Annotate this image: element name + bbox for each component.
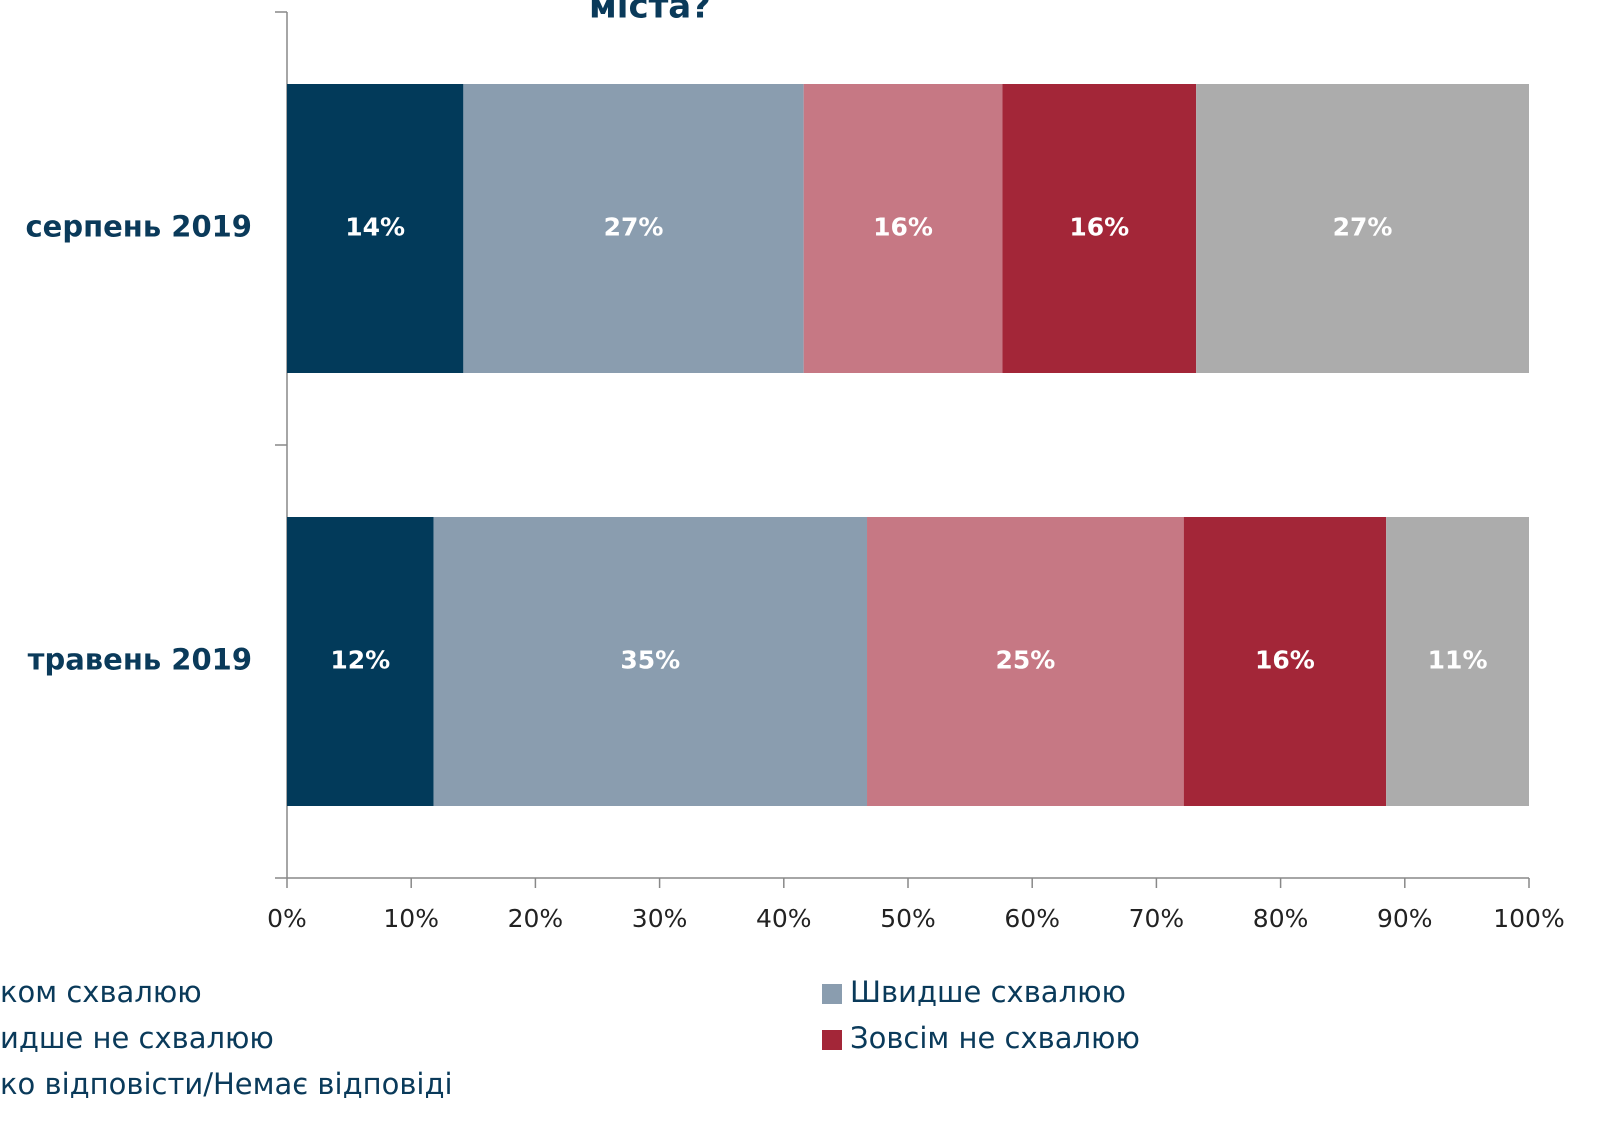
bar-segment: [463, 84, 804, 373]
value-label: 27%: [1333, 213, 1393, 242]
x-tick-label: 50%: [880, 904, 936, 933]
legend-label: Зовсім не схвалюю: [850, 1021, 1140, 1055]
category-label: травень 2019: [28, 643, 252, 677]
legend-label: ком схвалюю: [0, 975, 202, 1009]
x-tick-label: 30%: [632, 904, 688, 933]
value-label: 12%: [330, 646, 390, 675]
value-label: 25%: [995, 646, 1055, 675]
value-label: 27%: [604, 213, 664, 242]
x-tick-label: 70%: [1129, 904, 1185, 933]
bar-segment: [1386, 517, 1529, 806]
x-tick-label: 10%: [383, 904, 439, 933]
x-tick-label: 80%: [1253, 904, 1309, 933]
legend-swatch: [822, 984, 842, 1004]
bar-segment: [1002, 84, 1197, 373]
bar-segment: [867, 517, 1184, 806]
bar-segment: [1196, 84, 1529, 373]
legend-label: ко відповісти/Немає відповіді: [0, 1067, 453, 1101]
value-label: 16%: [1255, 646, 1315, 675]
bar-segment: [1183, 517, 1387, 806]
bar-segment: [287, 517, 434, 806]
legend-swatch: [822, 1030, 842, 1050]
x-tick-label: 20%: [508, 904, 564, 933]
bar-segment: [287, 84, 464, 373]
value-label: 11%: [1428, 646, 1488, 675]
x-tick-label: 100%: [1493, 904, 1564, 933]
bar-segment: [433, 517, 868, 806]
x-tick-label: 40%: [756, 904, 812, 933]
value-label: 16%: [1069, 213, 1129, 242]
category-label: серпень 2019: [25, 210, 252, 244]
x-tick-label: 0%: [267, 904, 307, 933]
bar-segment: [803, 84, 1003, 373]
value-label: 35%: [620, 646, 680, 675]
x-tick-label: 60%: [1004, 904, 1060, 933]
legend-label: идше не схвалюю: [0, 1021, 274, 1055]
value-label: 14%: [345, 213, 405, 242]
legend-label: Швидше схвалюю: [850, 975, 1126, 1009]
x-tick-label: 90%: [1377, 904, 1433, 933]
value-label: 16%: [873, 213, 933, 242]
chart-title: міста?: [589, 0, 711, 27]
